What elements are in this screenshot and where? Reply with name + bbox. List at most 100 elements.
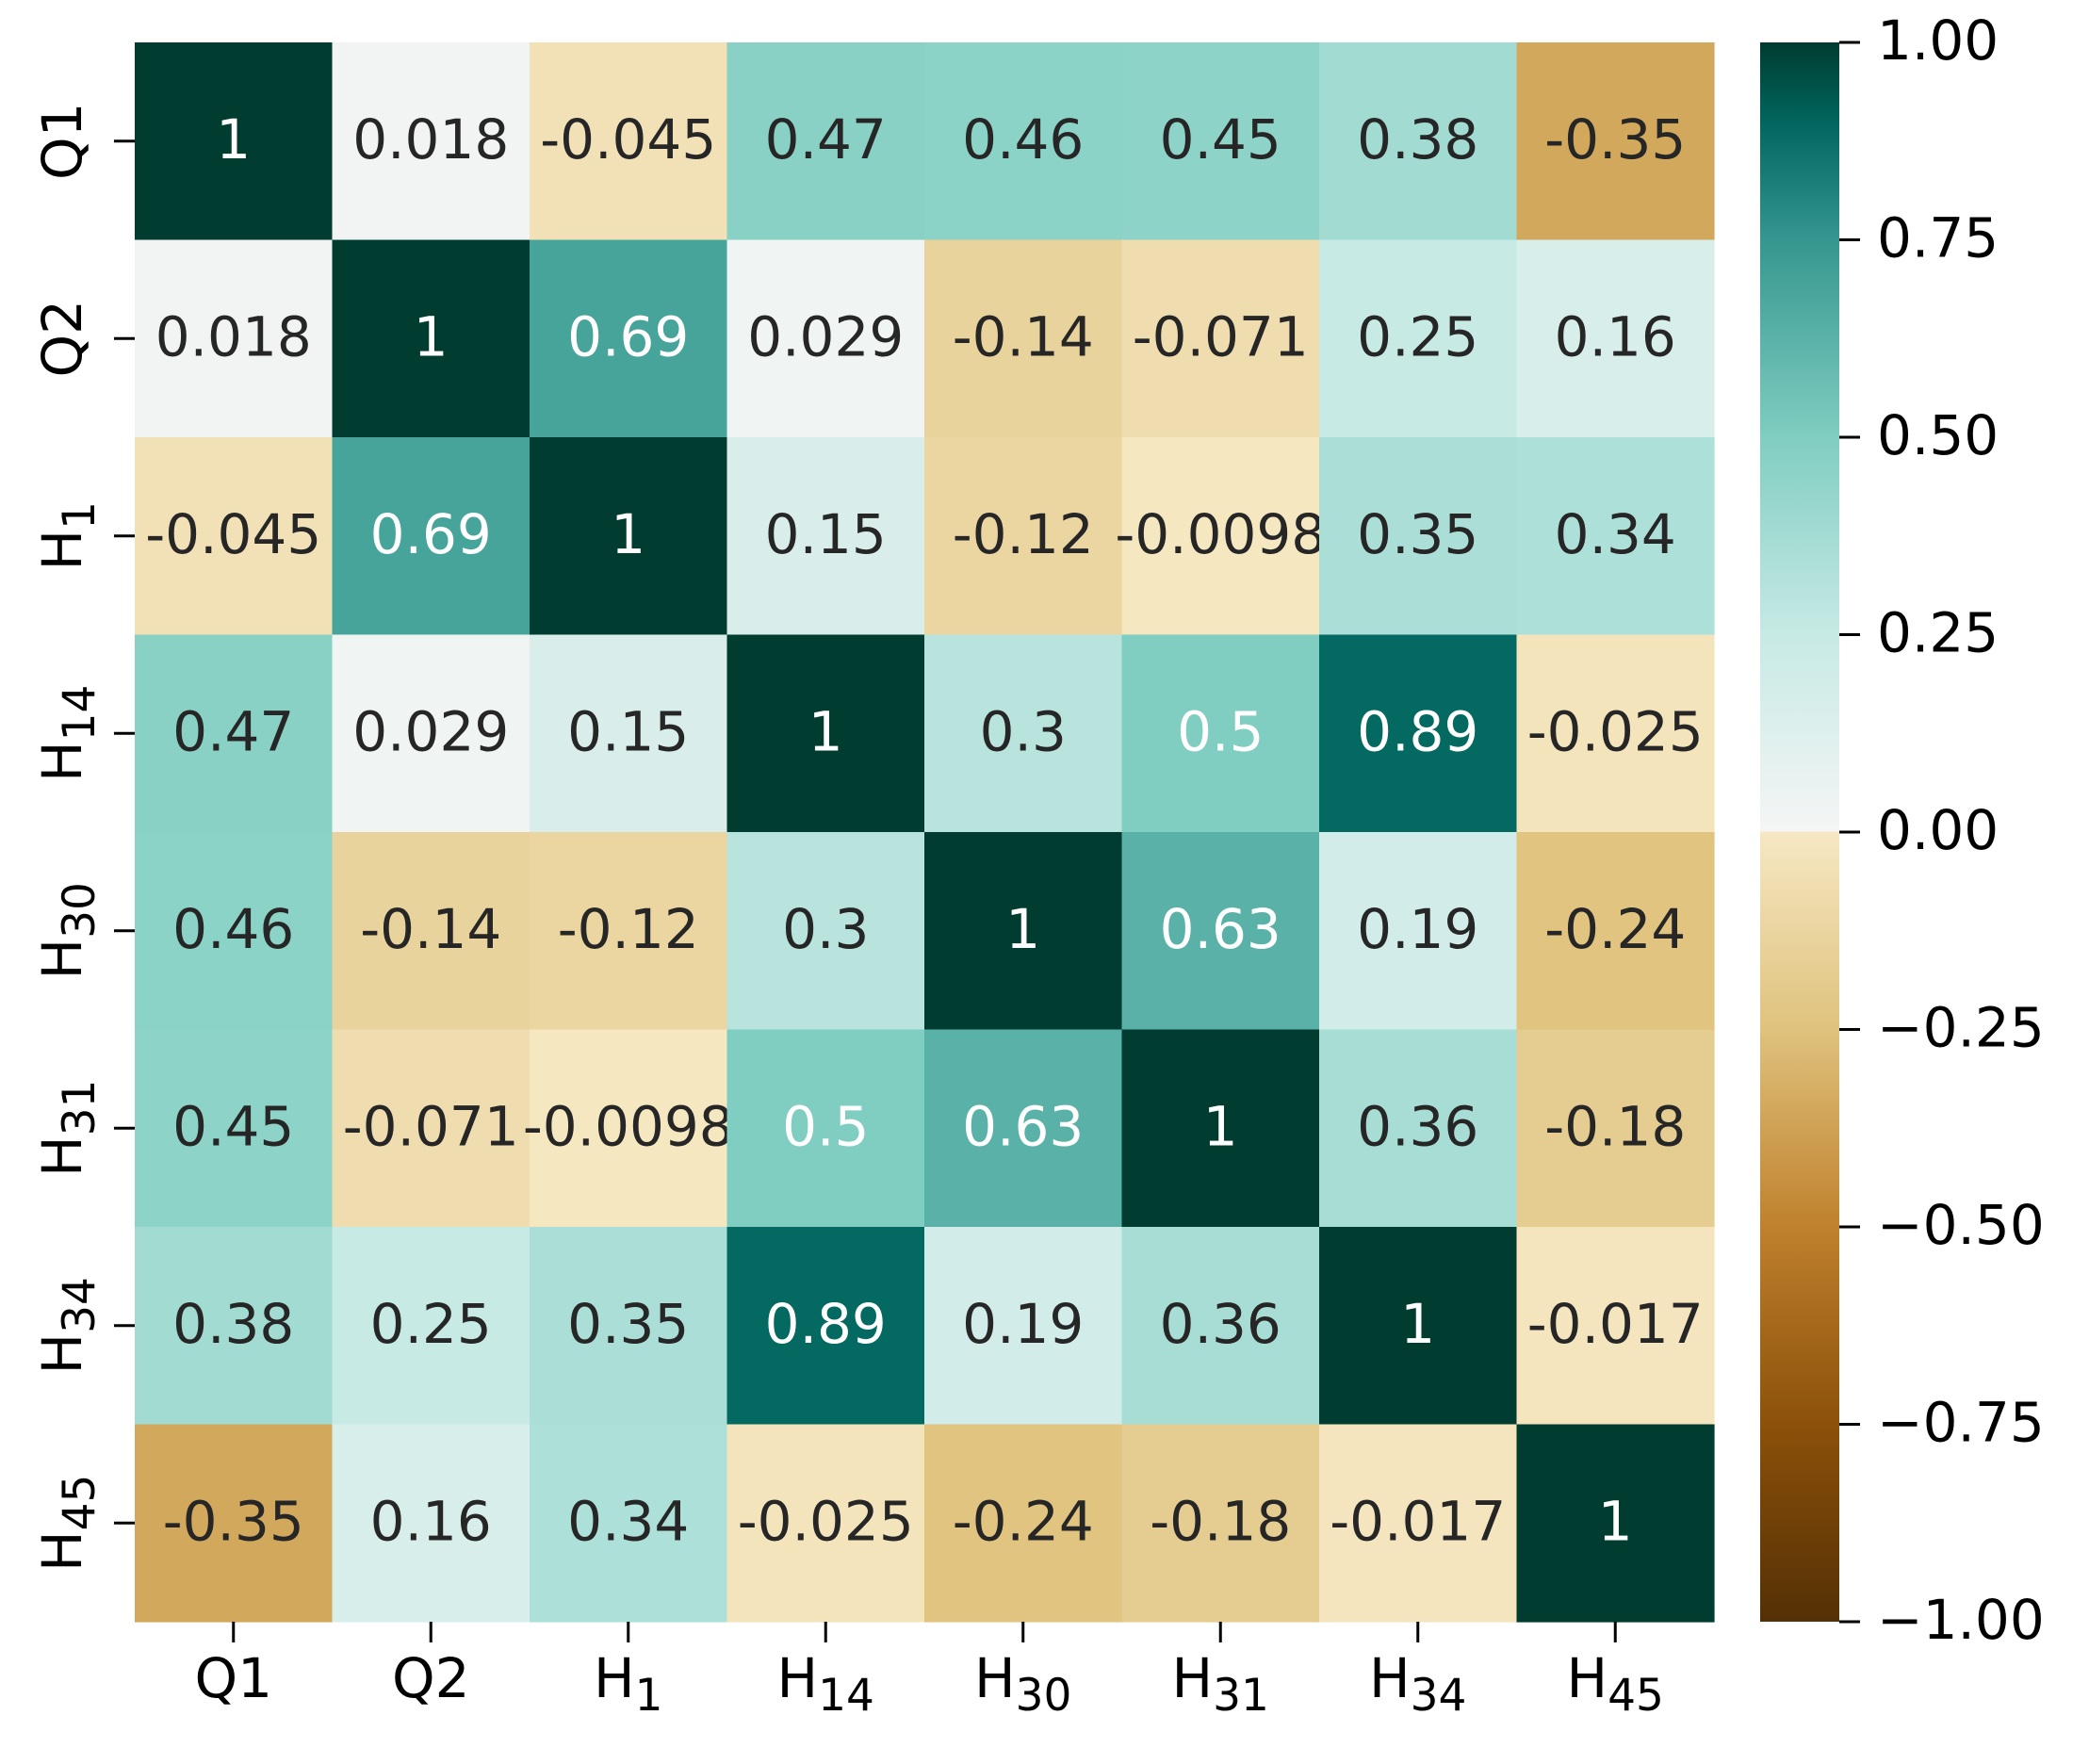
colorbar-tick-label: −0.25 (1877, 996, 2045, 1060)
heatmap-cell-H1-H45 (1516, 437, 1715, 636)
colorbar-tick-label: 1.00 (1877, 8, 1999, 73)
cell-annotation: -0.14 (953, 304, 1094, 368)
heatmap-cell-H45-H14 (726, 1424, 925, 1623)
heatmap-cell-H14-H34 (1319, 634, 1518, 833)
cell-annotation: -0.045 (540, 107, 716, 172)
heatmap-cell-Q2-H45 (1516, 239, 1715, 438)
heatmap-cell-H34-H30 (924, 1227, 1123, 1426)
heatmap-cell-Q1-H1 (530, 42, 728, 241)
cell-annotation: 0.19 (962, 1292, 1084, 1356)
heatmap-cell-H1-H34 (1319, 437, 1518, 636)
y-tick-label-H34: H34 (30, 1277, 106, 1374)
cell-annotation: 0.38 (1357, 107, 1478, 172)
heatmap-cell-H34-H1 (530, 1227, 728, 1426)
heatmap-cell-H1-Q2 (332, 437, 530, 636)
colorbar-tick-label: 0.00 (1877, 798, 1999, 862)
heatmap-cell-H1-H31 (1121, 437, 1320, 636)
cell-annotation: -0.025 (1527, 699, 1704, 763)
cell-annotation: 0.15 (567, 699, 689, 763)
colorbar-tick-label: 0.75 (1877, 206, 1999, 270)
heatmap-cell-H45-H45 (1516, 1424, 1715, 1623)
cell-annotation: 1 (1005, 897, 1040, 961)
x-tick-label-H1: H1 (594, 1646, 663, 1722)
x-tick-label-H34: H34 (1369, 1646, 1466, 1722)
heatmap-cell-H31-Q1 (135, 1029, 334, 1228)
cell-annotation: 0.029 (352, 699, 509, 763)
cell-annotation: 0.45 (172, 1094, 294, 1158)
cell-annotation: -0.14 (360, 897, 501, 961)
heatmap-cell-H45-Q2 (332, 1424, 530, 1623)
heatmap-cell-H31-H14 (726, 1029, 925, 1228)
cell-annotation: -0.025 (738, 1489, 914, 1553)
cell-annotation: 0.47 (172, 699, 294, 763)
y-tick-label-H14: H14 (30, 685, 106, 782)
heatmap-cell-H31-H30 (924, 1029, 1123, 1228)
heatmap-cell-H34-H14 (726, 1227, 925, 1426)
heatmap-cell-H31-H1 (530, 1029, 728, 1228)
heatmap-cell-H30-H31 (1121, 832, 1320, 1031)
heatmap-cell-H30-H30 (924, 832, 1123, 1031)
heatmap-cell-H34-H45 (1516, 1227, 1715, 1426)
cell-annotation: 0.46 (172, 897, 294, 961)
heatmap-cell-Q1-H34 (1319, 42, 1518, 241)
heatmap-cell-H14-H30 (924, 634, 1123, 833)
cell-annotation: 1 (414, 304, 449, 368)
colorbar-tick-label: −1.00 (1877, 1588, 2045, 1652)
heatmap-cell-H14-H45 (1516, 634, 1715, 833)
cell-annotation: 0.018 (352, 107, 509, 172)
cell-annotation: 0.69 (370, 502, 492, 566)
cell-annotation: -0.18 (1150, 1489, 1291, 1553)
heatmap-cell-H14-Q2 (332, 634, 530, 833)
heatmap-cells: 1 0.018 -0.045 0.47 0.46 0.45 0.38 -0.35 0.018 1 0… (135, 42, 1715, 1623)
colorbar-gradient-bar (1760, 42, 1839, 1622)
cell-annotation: 0.89 (765, 1292, 887, 1356)
cell-annotation: 0.35 (1357, 502, 1478, 566)
heatmap-cell-H31-H34 (1319, 1029, 1518, 1228)
x-tick-label-H31: H31 (1172, 1646, 1269, 1722)
y-tick-label-H30: H30 (30, 882, 106, 979)
cell-annotation: 0.19 (1357, 897, 1478, 961)
cell-annotation: 0.36 (1160, 1292, 1281, 1356)
cell-annotation: -0.18 (1544, 1094, 1686, 1158)
heatmap-cell-H45-H30 (924, 1424, 1123, 1623)
cell-annotation: 0.25 (370, 1292, 492, 1356)
heatmap-cell-H31-Q2 (332, 1029, 530, 1228)
heatmap-cell-H1-H14 (726, 437, 925, 636)
heatmap-cell-Q2-H14 (726, 239, 925, 438)
y-tick-label-Q1: Q1 (30, 102, 94, 180)
cell-annotation: -0.12 (558, 897, 699, 961)
heatmap-cell-Q1-H30 (924, 42, 1123, 241)
cell-annotation: 0.69 (567, 304, 689, 368)
cell-annotation: 0.36 (1357, 1094, 1478, 1158)
y-axis: Q1 Q2 H1 H14 H30 H31 H34 H45 (30, 102, 135, 1572)
cell-annotation: 1 (611, 502, 645, 566)
cell-annotation: 0.34 (567, 1489, 689, 1553)
cell-annotation: -0.017 (1330, 1489, 1506, 1553)
colorbar-tick-label: −0.50 (1877, 1193, 2045, 1257)
heatmap-cell-H30-H45 (1516, 832, 1715, 1031)
x-tick-label-H14: H14 (777, 1646, 874, 1722)
cell-annotation: 0.38 (172, 1292, 294, 1356)
cell-annotation: 0.029 (747, 304, 904, 368)
cell-annotation: -0.071 (343, 1094, 519, 1158)
heatmap-cell-H45-H1 (530, 1424, 728, 1623)
x-tick-label-H45: H45 (1567, 1646, 1664, 1722)
cell-annotation: 1 (1598, 1489, 1633, 1553)
heatmap-cell-Q2-Q2 (332, 239, 530, 438)
heatmap-cell-Q1-H31 (1121, 42, 1320, 241)
cell-annotation: 0.45 (1160, 107, 1281, 172)
x-tick-label-Q2: Q2 (392, 1646, 470, 1710)
cell-annotation: 0.34 (1555, 502, 1676, 566)
cell-annotation: -0.35 (1544, 107, 1686, 172)
heatmap-cell-H1-Q1 (135, 437, 334, 636)
heatmap-cell-H30-Q2 (332, 832, 530, 1031)
heatmap-cell-H30-H14 (726, 832, 925, 1031)
y-tick-label-Q2: Q2 (30, 300, 94, 378)
cell-annotation: 1 (1400, 1292, 1435, 1356)
heatmap-cell-Q1-H45 (1516, 42, 1715, 241)
cell-annotation: 0.47 (765, 107, 887, 172)
heatmap-cell-H34-Q1 (135, 1227, 334, 1426)
cell-annotation: 0.018 (155, 304, 312, 368)
cell-annotation: 0.89 (1357, 699, 1478, 763)
